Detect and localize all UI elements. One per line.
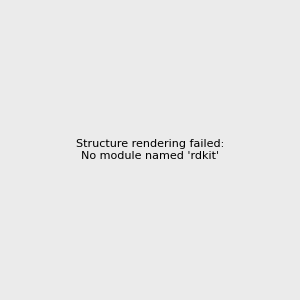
Text: Structure rendering failed:
No module named 'rdkit': Structure rendering failed: No module na… bbox=[76, 139, 224, 161]
